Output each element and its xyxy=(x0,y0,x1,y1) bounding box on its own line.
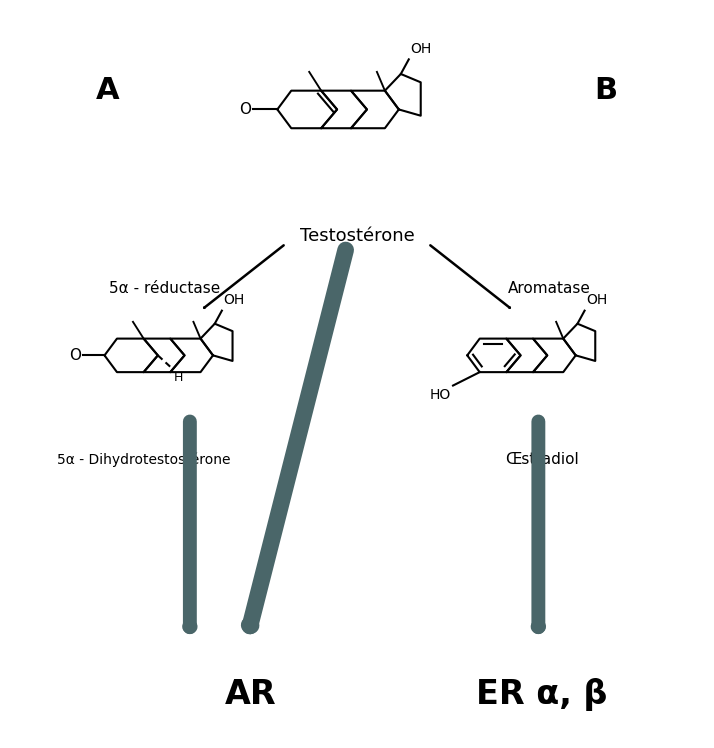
Text: Aromatase: Aromatase xyxy=(508,280,590,295)
Text: B: B xyxy=(594,76,618,105)
Text: A: A xyxy=(96,76,120,105)
Text: ER α, β: ER α, β xyxy=(476,678,608,711)
Text: Œstradiol: Œstradiol xyxy=(505,453,579,468)
Text: OH: OH xyxy=(411,42,431,55)
Text: Testostérone: Testostérone xyxy=(300,227,414,245)
Text: OH: OH xyxy=(586,293,608,307)
Text: 5α - réductase: 5α - réductase xyxy=(109,280,221,295)
Text: 5α - Dihydrotestostérone: 5α - Dihydrotestostérone xyxy=(57,453,231,467)
Text: HO: HO xyxy=(430,387,451,402)
Text: O: O xyxy=(239,102,251,117)
Text: OH: OH xyxy=(223,293,244,307)
Text: O: O xyxy=(69,348,81,363)
Text: AR: AR xyxy=(224,678,276,711)
Text: H: H xyxy=(174,371,183,384)
